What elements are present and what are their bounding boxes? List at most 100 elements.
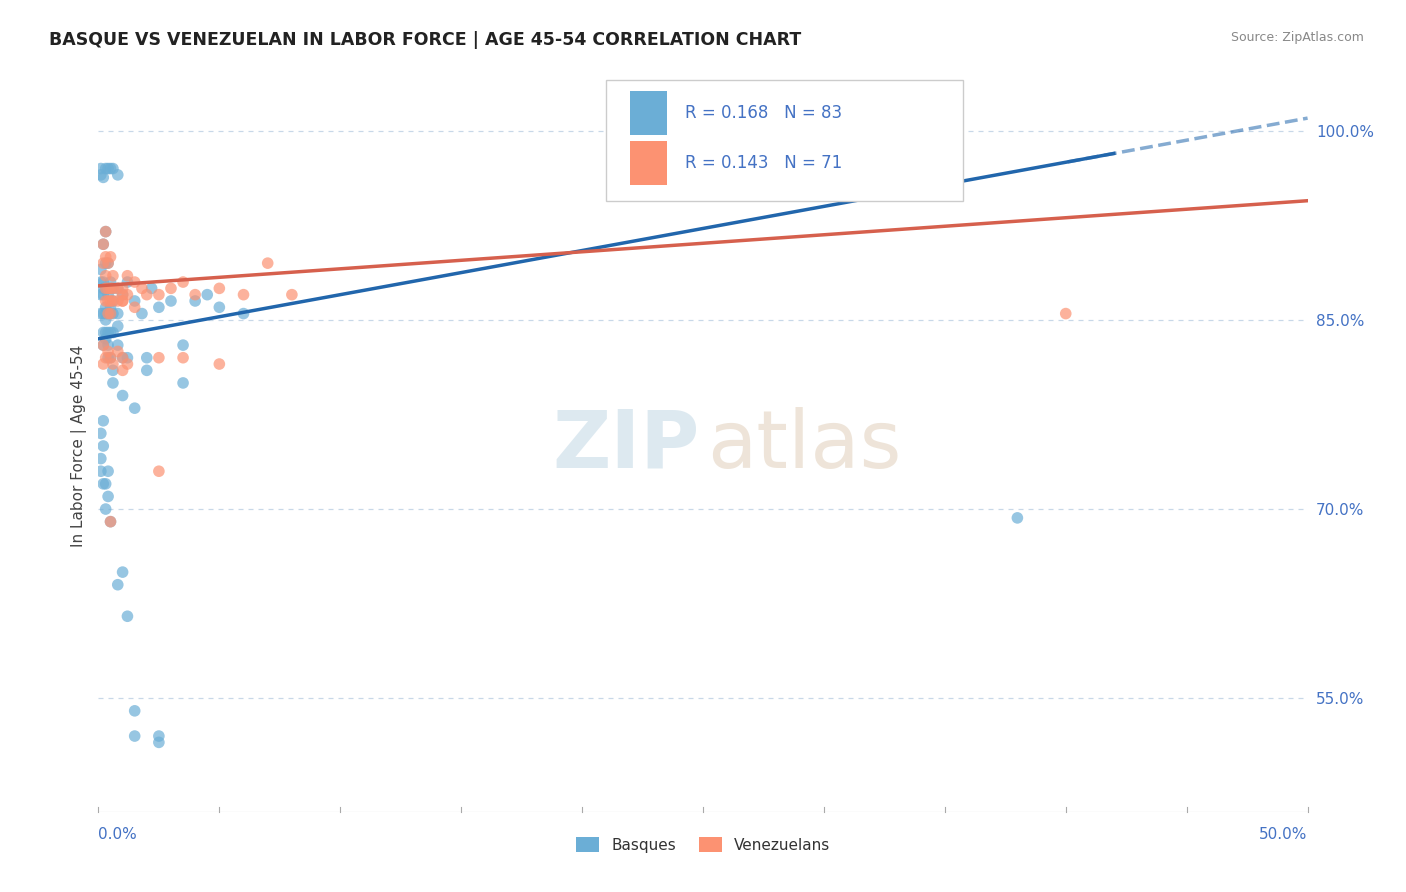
FancyBboxPatch shape xyxy=(630,91,666,135)
Point xyxy=(100,281,122,295)
Point xyxy=(101,307,124,321)
Point xyxy=(101,161,124,176)
Point xyxy=(111,293,134,308)
Point xyxy=(107,344,129,359)
Point xyxy=(148,729,170,743)
Point xyxy=(97,326,120,340)
Point xyxy=(101,281,124,295)
Point xyxy=(208,281,231,295)
FancyBboxPatch shape xyxy=(630,141,666,185)
Point xyxy=(100,250,122,264)
Point xyxy=(100,300,122,314)
Text: Source: ZipAtlas.com: Source: ZipAtlas.com xyxy=(1230,31,1364,45)
Point xyxy=(281,287,304,301)
Point xyxy=(94,281,117,295)
Point xyxy=(1007,511,1029,525)
Point xyxy=(141,281,163,295)
Point xyxy=(94,351,117,365)
Point xyxy=(101,293,124,308)
Point xyxy=(100,515,122,529)
Point xyxy=(124,300,146,314)
Point xyxy=(124,293,146,308)
Point xyxy=(100,161,122,176)
Point xyxy=(101,357,124,371)
Point xyxy=(91,326,114,340)
Point xyxy=(90,161,112,176)
Point xyxy=(100,275,122,289)
Point xyxy=(117,268,139,283)
Point xyxy=(97,256,120,270)
Point xyxy=(90,307,112,321)
Point xyxy=(100,351,122,365)
Point xyxy=(148,300,170,314)
Point xyxy=(111,287,134,301)
Point xyxy=(107,281,129,295)
Point xyxy=(91,170,114,185)
Point xyxy=(117,609,139,624)
Point xyxy=(111,565,134,579)
Text: 0.0%: 0.0% xyxy=(98,827,138,842)
Point xyxy=(91,476,114,491)
Point xyxy=(111,363,134,377)
Point xyxy=(91,287,114,301)
Point xyxy=(100,326,122,340)
Point xyxy=(94,293,117,308)
Point xyxy=(111,351,134,365)
Point xyxy=(90,464,112,478)
Point xyxy=(97,161,120,176)
Point xyxy=(117,287,139,301)
Point xyxy=(160,293,183,308)
Point xyxy=(172,376,194,390)
Point xyxy=(90,451,112,466)
Point xyxy=(135,351,157,365)
Text: R = 0.168   N = 83: R = 0.168 N = 83 xyxy=(685,104,842,122)
Point xyxy=(91,275,114,289)
Legend: Basques, Venezuelans: Basques, Venezuelans xyxy=(569,831,837,859)
Point xyxy=(117,275,139,289)
Point xyxy=(111,293,134,308)
Point xyxy=(90,168,112,182)
Point xyxy=(94,225,117,239)
Point xyxy=(94,307,117,321)
Point xyxy=(97,307,120,321)
Point xyxy=(94,256,117,270)
Point xyxy=(107,281,129,295)
Point xyxy=(90,275,112,289)
Point xyxy=(1054,307,1077,321)
Point xyxy=(131,307,153,321)
Point xyxy=(90,426,112,441)
Point xyxy=(101,363,124,377)
Point xyxy=(184,293,207,308)
Point xyxy=(172,275,194,289)
Point xyxy=(94,161,117,176)
Point xyxy=(107,578,129,592)
Point xyxy=(97,490,120,504)
Text: ZIP: ZIP xyxy=(553,407,699,485)
Point xyxy=(117,357,139,371)
Point xyxy=(107,338,129,352)
Point xyxy=(100,351,122,365)
Point xyxy=(94,268,117,283)
Point xyxy=(172,338,194,352)
Point xyxy=(107,168,129,182)
Point xyxy=(90,262,112,277)
Text: 50.0%: 50.0% xyxy=(1260,827,1308,842)
Point xyxy=(195,287,218,301)
Point xyxy=(148,735,170,749)
Point xyxy=(94,281,117,295)
Point xyxy=(94,300,117,314)
Point xyxy=(100,307,122,321)
Point xyxy=(97,256,120,270)
Point xyxy=(91,307,114,321)
Point xyxy=(111,388,134,402)
Point xyxy=(101,326,124,340)
Point xyxy=(100,515,122,529)
Point xyxy=(100,293,122,308)
Point xyxy=(124,275,146,289)
Point xyxy=(97,281,120,295)
Point xyxy=(100,307,122,321)
Point xyxy=(91,439,114,453)
Point xyxy=(124,704,146,718)
Point xyxy=(91,414,114,428)
Text: BASQUE VS VENEZUELAN IN LABOR FORCE | AGE 45-54 CORRELATION CHART: BASQUE VS VENEZUELAN IN LABOR FORCE | AG… xyxy=(49,31,801,49)
